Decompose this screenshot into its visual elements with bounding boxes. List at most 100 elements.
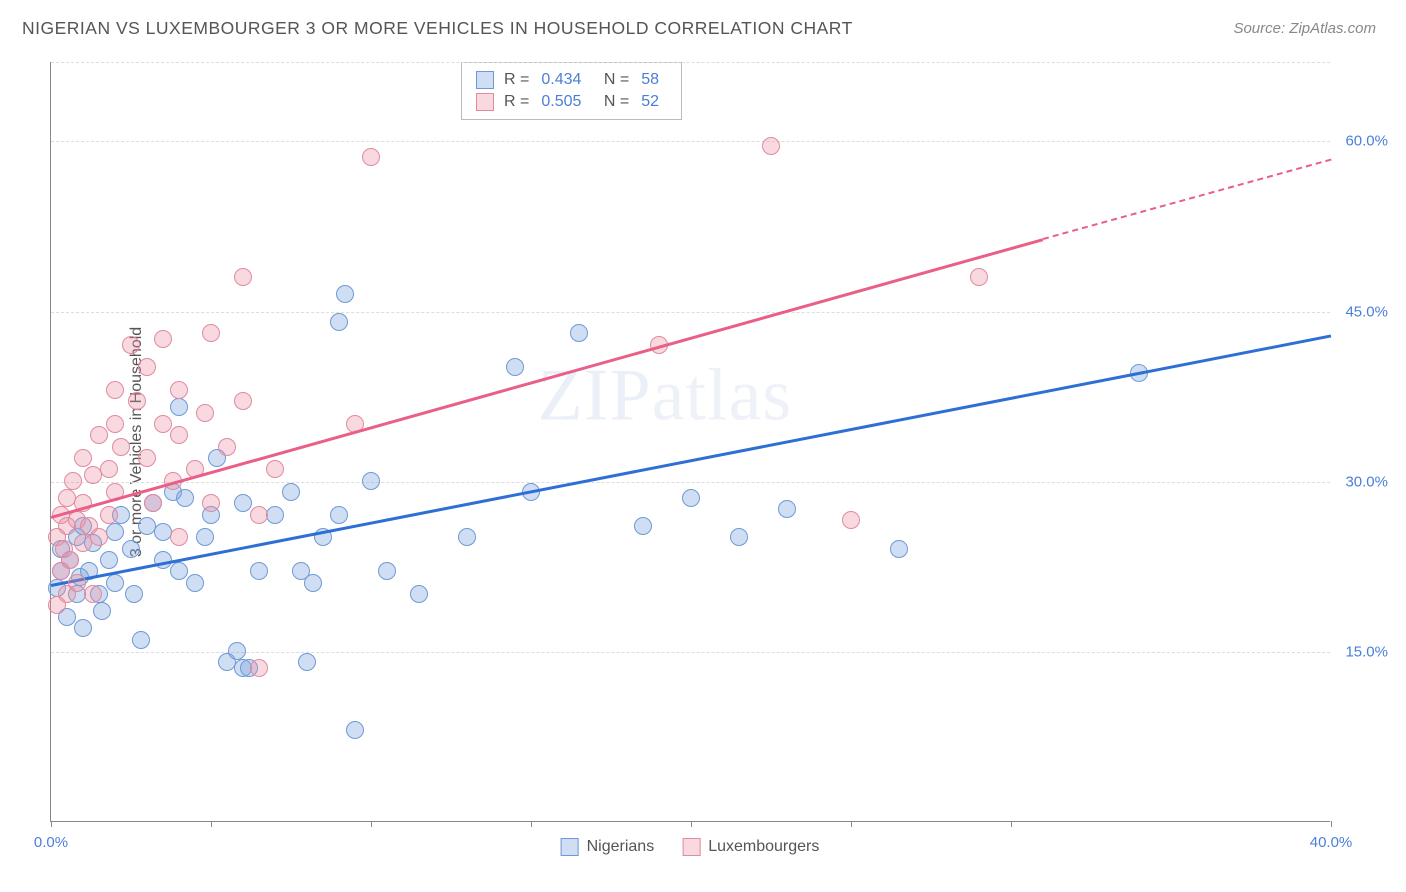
stats-row: R = 0.434 N = 58	[476, 69, 667, 91]
data-point	[336, 285, 354, 303]
data-point	[138, 449, 156, 467]
data-point	[778, 500, 796, 518]
data-point	[682, 489, 700, 507]
stat-n-label: N =	[599, 93, 629, 111]
legend-swatch	[476, 71, 494, 89]
data-point	[106, 523, 124, 541]
stat-r-value: 0.434	[541, 71, 581, 89]
x-tick	[371, 821, 372, 827]
x-tick	[531, 821, 532, 827]
data-point	[250, 659, 268, 677]
stat-r-label: R =	[504, 93, 529, 111]
data-point	[298, 653, 316, 671]
data-point	[170, 381, 188, 399]
trend-line	[51, 238, 1044, 518]
gridline	[51, 482, 1330, 483]
data-point	[228, 642, 246, 660]
x-tick-label: 0.0%	[34, 834, 68, 851]
data-point	[100, 551, 118, 569]
data-point	[122, 336, 140, 354]
data-point	[234, 268, 252, 286]
stat-r-value: 0.505	[541, 93, 581, 111]
trend-line-dash	[1043, 158, 1332, 239]
y-tick-label: 45.0%	[1345, 303, 1388, 320]
data-point	[128, 392, 146, 410]
x-tick	[851, 821, 852, 827]
watermark: ZIPatlas	[538, 353, 793, 438]
data-point	[125, 585, 143, 603]
stats-legend: R =0.434 N =58R =0.505 N =52	[461, 62, 682, 120]
data-point	[170, 562, 188, 580]
data-point	[282, 483, 300, 501]
y-tick-label: 60.0%	[1345, 133, 1388, 150]
data-point	[106, 381, 124, 399]
data-point	[304, 574, 322, 592]
stats-row: R =0.505 N =52	[476, 91, 667, 113]
data-point	[330, 313, 348, 331]
legend-item: Luxembourgers	[682, 838, 819, 856]
data-point	[250, 562, 268, 580]
stat-r-label: R =	[504, 71, 529, 89]
data-point	[90, 528, 108, 546]
gridline	[51, 62, 1330, 63]
chart-title: NIGERIAN VS LUXEMBOURGER 3 OR MORE VEHIC…	[22, 18, 853, 39]
data-point	[266, 460, 284, 478]
data-point	[90, 426, 108, 444]
data-point	[106, 415, 124, 433]
data-point	[890, 540, 908, 558]
data-point	[84, 585, 102, 603]
data-point	[410, 585, 428, 603]
data-point	[842, 511, 860, 529]
stat-n-label: N =	[599, 71, 629, 89]
legend-swatch	[682, 838, 700, 856]
data-point	[100, 506, 118, 524]
data-point	[362, 148, 380, 166]
data-point	[378, 562, 396, 580]
series-legend: Nigerians Luxembourgers	[561, 838, 820, 856]
data-point	[138, 358, 156, 376]
data-point	[762, 137, 780, 155]
legend-label: Luxembourgers	[708, 838, 819, 856]
data-point	[266, 506, 284, 524]
data-point	[170, 528, 188, 546]
data-point	[458, 528, 476, 546]
x-tick	[211, 821, 212, 827]
x-tick	[1331, 821, 1332, 827]
source-label: Source: ZipAtlas.com	[1233, 20, 1376, 37]
data-point	[154, 330, 172, 348]
data-point	[346, 721, 364, 739]
stat-n-value: 58	[641, 71, 659, 89]
data-point	[218, 438, 236, 456]
x-tick-label: 40.0%	[1310, 834, 1353, 851]
plot-area: ZIPatlas R =0.434 N =58R =0.505 N =52 15…	[50, 62, 1330, 822]
data-point	[196, 404, 214, 422]
data-point	[170, 398, 188, 416]
trend-line	[51, 334, 1331, 586]
data-point	[186, 574, 204, 592]
legend-item: Nigerians	[561, 838, 655, 856]
gridline	[51, 141, 1330, 142]
data-point	[234, 494, 252, 512]
data-point	[202, 494, 220, 512]
data-point	[234, 392, 252, 410]
data-point	[68, 574, 86, 592]
data-point	[132, 631, 150, 649]
data-point	[176, 489, 194, 507]
legend-label: Nigerians	[587, 838, 655, 856]
x-tick	[691, 821, 692, 827]
data-point	[74, 619, 92, 637]
x-tick	[51, 821, 52, 827]
y-tick-label: 15.0%	[1345, 643, 1388, 660]
data-point	[106, 574, 124, 592]
data-point	[634, 517, 652, 535]
x-tick	[1011, 821, 1012, 827]
data-point	[506, 358, 524, 376]
data-point	[122, 540, 140, 558]
data-point	[196, 528, 214, 546]
legend-swatch	[476, 93, 494, 111]
chart-container: 3 or more Vehicles in Household ZIPatlas…	[50, 62, 1330, 822]
data-point	[64, 472, 82, 490]
data-point	[170, 426, 188, 444]
gridline	[51, 312, 1330, 313]
data-point	[970, 268, 988, 286]
